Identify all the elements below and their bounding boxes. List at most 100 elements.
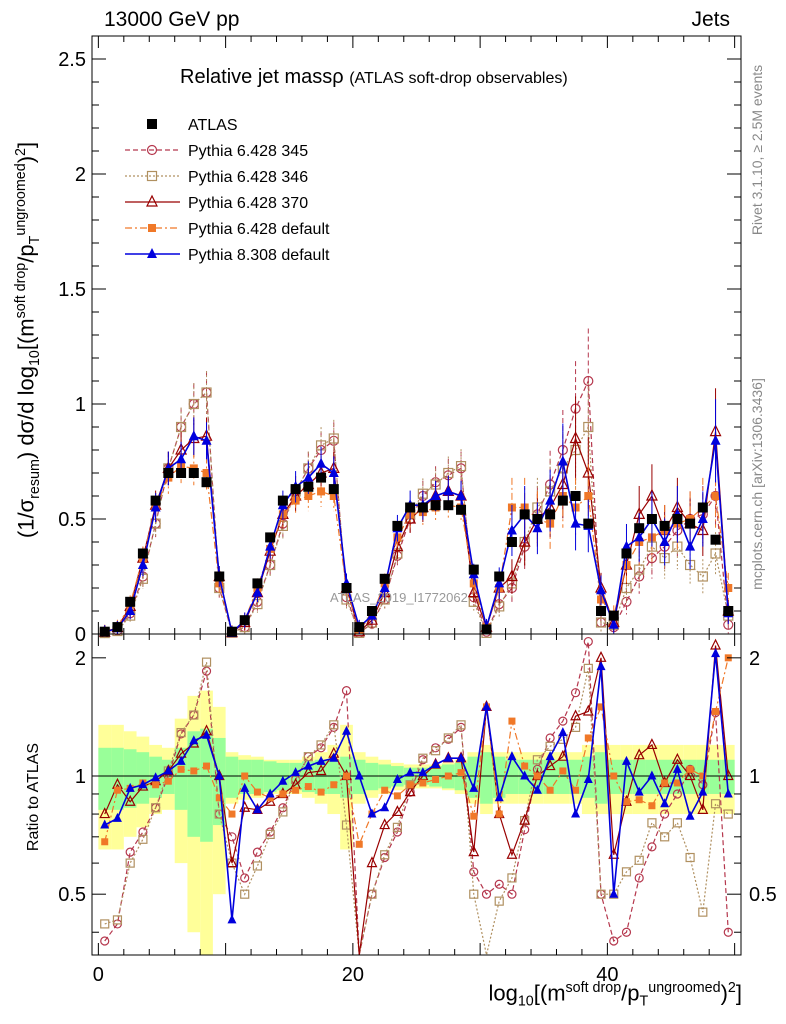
ratio-point-1 xyxy=(583,636,593,647)
data-point-0 xyxy=(532,514,543,524)
ratio-point-3 xyxy=(124,794,136,806)
ratio-point-3 xyxy=(391,805,403,817)
ratio-point-5 xyxy=(227,914,237,924)
data-point-0 xyxy=(608,610,619,621)
legend-label: Pythia 6.428 default xyxy=(188,221,330,238)
mcplots-label: mcplots.cern.ch [arXiv:1306.3436] xyxy=(749,378,765,590)
ratio-point-5 xyxy=(202,729,212,739)
ratio-point-4 xyxy=(203,762,211,770)
ratio-point-5 xyxy=(265,788,275,798)
ratio-point-2 xyxy=(189,710,199,720)
analysis-watermark: ATLAS_2019_I1772062 xyxy=(330,590,468,605)
ratio-point-4 xyxy=(113,786,121,794)
data-point-5 xyxy=(621,540,632,551)
data-point-4 xyxy=(317,487,326,496)
ratio-point-4 xyxy=(190,767,198,775)
uncertainty-band-inner xyxy=(136,752,150,804)
data-point-5 xyxy=(659,536,670,546)
y-tick-label: 2 xyxy=(75,164,86,186)
ratio-point-3 xyxy=(366,856,378,868)
ratio-point-4 xyxy=(470,812,478,820)
legend-marker xyxy=(146,194,158,207)
ratio-y-tick-label-right: 2 xyxy=(749,648,760,670)
ratio-point-1 xyxy=(138,827,148,837)
ratio-point-2 xyxy=(685,852,695,863)
data-point-0 xyxy=(519,509,530,520)
ratio-point-4 xyxy=(584,734,592,742)
data-point-5 xyxy=(265,540,276,551)
data-point-2 xyxy=(188,398,199,410)
ratio-point-5 xyxy=(278,775,288,785)
y-axis-label-ratio: Ratio to ATLAS xyxy=(25,742,42,852)
data-point-0 xyxy=(201,477,212,488)
data-point-0 xyxy=(646,514,657,524)
data-point-0 xyxy=(277,495,288,506)
ratio-point-5 xyxy=(609,888,619,898)
ratio-point-2 xyxy=(583,663,593,673)
data-point-5 xyxy=(176,453,187,464)
data-point-5 xyxy=(379,582,390,592)
plot-title: Relative jet massρ (ATLAS soft-drop obse… xyxy=(180,66,568,89)
data-point-4 xyxy=(304,492,313,500)
data-point-5 xyxy=(316,457,327,468)
data-point-2 xyxy=(583,421,594,433)
ratio-point-4 xyxy=(597,703,605,711)
data-point-0 xyxy=(137,548,148,559)
ratio-point-3 xyxy=(226,856,238,868)
ratio-point-3 xyxy=(315,764,327,776)
ratio-point-3 xyxy=(633,748,645,760)
data-point-0 xyxy=(188,468,199,478)
data-point-0 xyxy=(239,615,250,626)
uncertainty-band-inner xyxy=(187,731,201,837)
ratio-point-2 xyxy=(278,807,288,817)
ratio-point-2 xyxy=(151,803,161,813)
data-point-2 xyxy=(595,617,607,628)
ratio-point-5 xyxy=(431,758,441,768)
uncertainty-band-inner xyxy=(365,762,379,791)
uncertainty-band-inner xyxy=(225,756,239,798)
data-point-0 xyxy=(468,564,479,575)
legend-label: Pythia 8.308 default xyxy=(188,247,330,264)
y-tick-label: 1 xyxy=(75,394,86,416)
data-point-5 xyxy=(634,531,645,542)
ratio-point-5 xyxy=(367,808,377,818)
ratio-point-1 xyxy=(341,686,352,696)
ratio-point-4 xyxy=(610,772,618,780)
legend-marker xyxy=(147,248,157,258)
data-point-0 xyxy=(341,583,352,593)
ratio-point-4 xyxy=(635,796,643,804)
data-point-5 xyxy=(697,513,708,523)
ratio-point-5 xyxy=(112,812,122,822)
ratio-point-5 xyxy=(571,808,581,818)
legend-marker xyxy=(146,144,158,156)
ratio-point-5 xyxy=(316,755,326,765)
data-point-5 xyxy=(545,494,556,505)
x-tick-label: 40 xyxy=(596,964,618,986)
data-point-0 xyxy=(557,495,568,506)
ratio-y-tick-label-right: 1 xyxy=(749,766,760,788)
ratio-point-1 xyxy=(392,827,403,837)
ratio-point-1 xyxy=(660,809,670,819)
ratio-point-5 xyxy=(558,727,568,737)
ratio-point-5 xyxy=(672,763,682,773)
ratio-point-4 xyxy=(253,788,261,796)
ratio-point-2 xyxy=(596,889,606,899)
data-point-4 xyxy=(329,492,338,500)
ratio-point-1 xyxy=(545,733,555,743)
data-point-3 xyxy=(569,431,582,444)
ratio-point-5 xyxy=(240,782,250,792)
ratio-point-1 xyxy=(252,847,263,857)
ratio-point-4 xyxy=(304,783,312,791)
ratio-point-5 xyxy=(100,819,110,829)
ratio-point-4 xyxy=(546,786,554,794)
ratio-point-4 xyxy=(101,838,109,846)
ratio-point-2 xyxy=(723,809,733,819)
ratio-point-2 xyxy=(265,829,275,840)
ratio-point-5 xyxy=(303,760,313,770)
ratio-point-4 xyxy=(521,762,529,770)
ratio-point-1 xyxy=(558,716,568,726)
ratio-point-4 xyxy=(393,792,401,800)
data-point-0 xyxy=(506,537,517,547)
ratio-point-5 xyxy=(214,770,224,780)
data-point-0 xyxy=(621,548,632,559)
